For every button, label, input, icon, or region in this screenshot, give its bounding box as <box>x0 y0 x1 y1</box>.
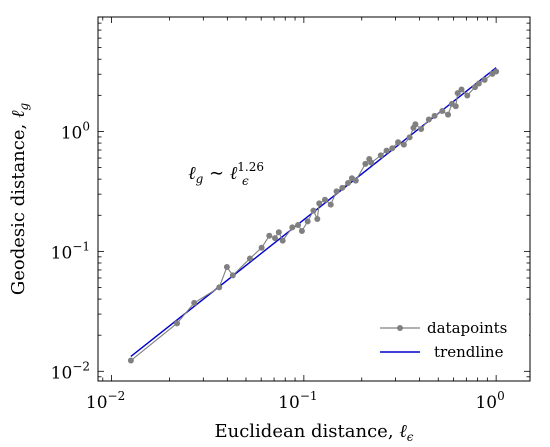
datapoint <box>362 160 369 167</box>
annotation-lhs-sub: g <box>196 172 204 186</box>
legend-datapoints-marker <box>397 325 403 331</box>
annotation-op: ∼ <box>203 163 230 184</box>
x-axis-label-sub: ϵ <box>407 430 414 444</box>
datapoint <box>127 357 134 364</box>
x-tick-label: 100 <box>475 389 504 413</box>
datapoint <box>431 112 438 119</box>
x-axis-label: Euclidean distance, ℓϵ <box>214 421 413 444</box>
datapoint <box>368 159 375 166</box>
datapoint <box>295 221 302 228</box>
datapoint <box>327 201 334 208</box>
datapoint <box>333 188 340 195</box>
datapoint <box>377 152 384 159</box>
datapoint <box>481 76 488 83</box>
datapoint <box>464 92 471 99</box>
y-axis-label-sub: g <box>17 103 31 111</box>
datapoint <box>314 215 321 222</box>
datapoint <box>304 218 311 225</box>
datapoints-layer <box>127 68 500 364</box>
datapoint <box>266 232 273 239</box>
datapoint <box>400 141 407 148</box>
datapoint <box>454 90 461 97</box>
x-tick-label: 10−2 <box>86 389 125 413</box>
x-axis-label-text: Euclidean distance, <box>214 421 399 442</box>
datapoint <box>352 177 359 184</box>
datapoint <box>191 299 198 306</box>
plot-frame <box>97 16 531 382</box>
datapoint <box>279 237 286 244</box>
datapoint <box>310 207 317 214</box>
datapoint <box>439 108 446 115</box>
datapoint <box>389 145 396 152</box>
datapoint <box>272 235 279 242</box>
datapoint <box>275 229 282 236</box>
tick-labels: 10−2 10−1 100 10−2 10−1 100 <box>51 119 505 413</box>
axes-box <box>97 16 531 382</box>
datapoint <box>452 103 459 110</box>
datapoint <box>246 255 253 262</box>
datapoint <box>345 180 352 187</box>
datapoint <box>418 126 425 133</box>
datapoint <box>412 121 419 128</box>
y-axis-label: Geodesic distance, ℓg <box>8 103 31 296</box>
annotation-rhs-sub: ϵ <box>242 174 249 188</box>
datapoint <box>223 263 230 270</box>
datapoint <box>298 227 305 234</box>
y-axis-label-symbol: ℓ <box>8 110 29 118</box>
datapoint <box>316 200 323 207</box>
datapoint <box>321 196 328 203</box>
datapoint <box>445 111 452 118</box>
datapoint <box>229 272 236 279</box>
y-tick-label: 100 <box>61 119 90 143</box>
x-axis-label-symbol: ℓ <box>399 421 407 442</box>
legend-box <box>370 313 529 368</box>
x-tick-label: 10−1 <box>278 389 317 413</box>
legend-trendline-label: trendline <box>434 343 504 361</box>
datapoint <box>216 284 223 291</box>
datapoint <box>383 147 390 154</box>
datapoint <box>458 86 465 93</box>
legend-datapoints-label: datapoints <box>427 319 507 337</box>
datapoint <box>289 224 296 231</box>
datapoint <box>395 139 402 146</box>
datapoint <box>406 134 413 141</box>
datapoint <box>174 320 181 327</box>
datapoint <box>471 84 478 91</box>
annotation-rhs: ℓ <box>230 163 238 184</box>
datapoint <box>475 80 482 87</box>
datapoint <box>493 68 500 75</box>
y-axis-label-text: Geodesic distance, <box>8 118 29 295</box>
datapoint <box>339 184 346 191</box>
y-tick-label: 10−1 <box>51 239 90 263</box>
annotation-rhs-sup: 1.26 <box>237 160 264 174</box>
legend: datapoints trendline <box>370 313 529 368</box>
power-law-annotation: ℓg ∼ ℓ1.26 ϵ <box>188 160 264 188</box>
y-tick-label: 10−2 <box>51 359 90 383</box>
datapoint <box>258 244 265 251</box>
datapoint <box>425 116 432 123</box>
tick-marks <box>98 16 530 381</box>
annotation-lhs: ℓ <box>188 163 196 184</box>
